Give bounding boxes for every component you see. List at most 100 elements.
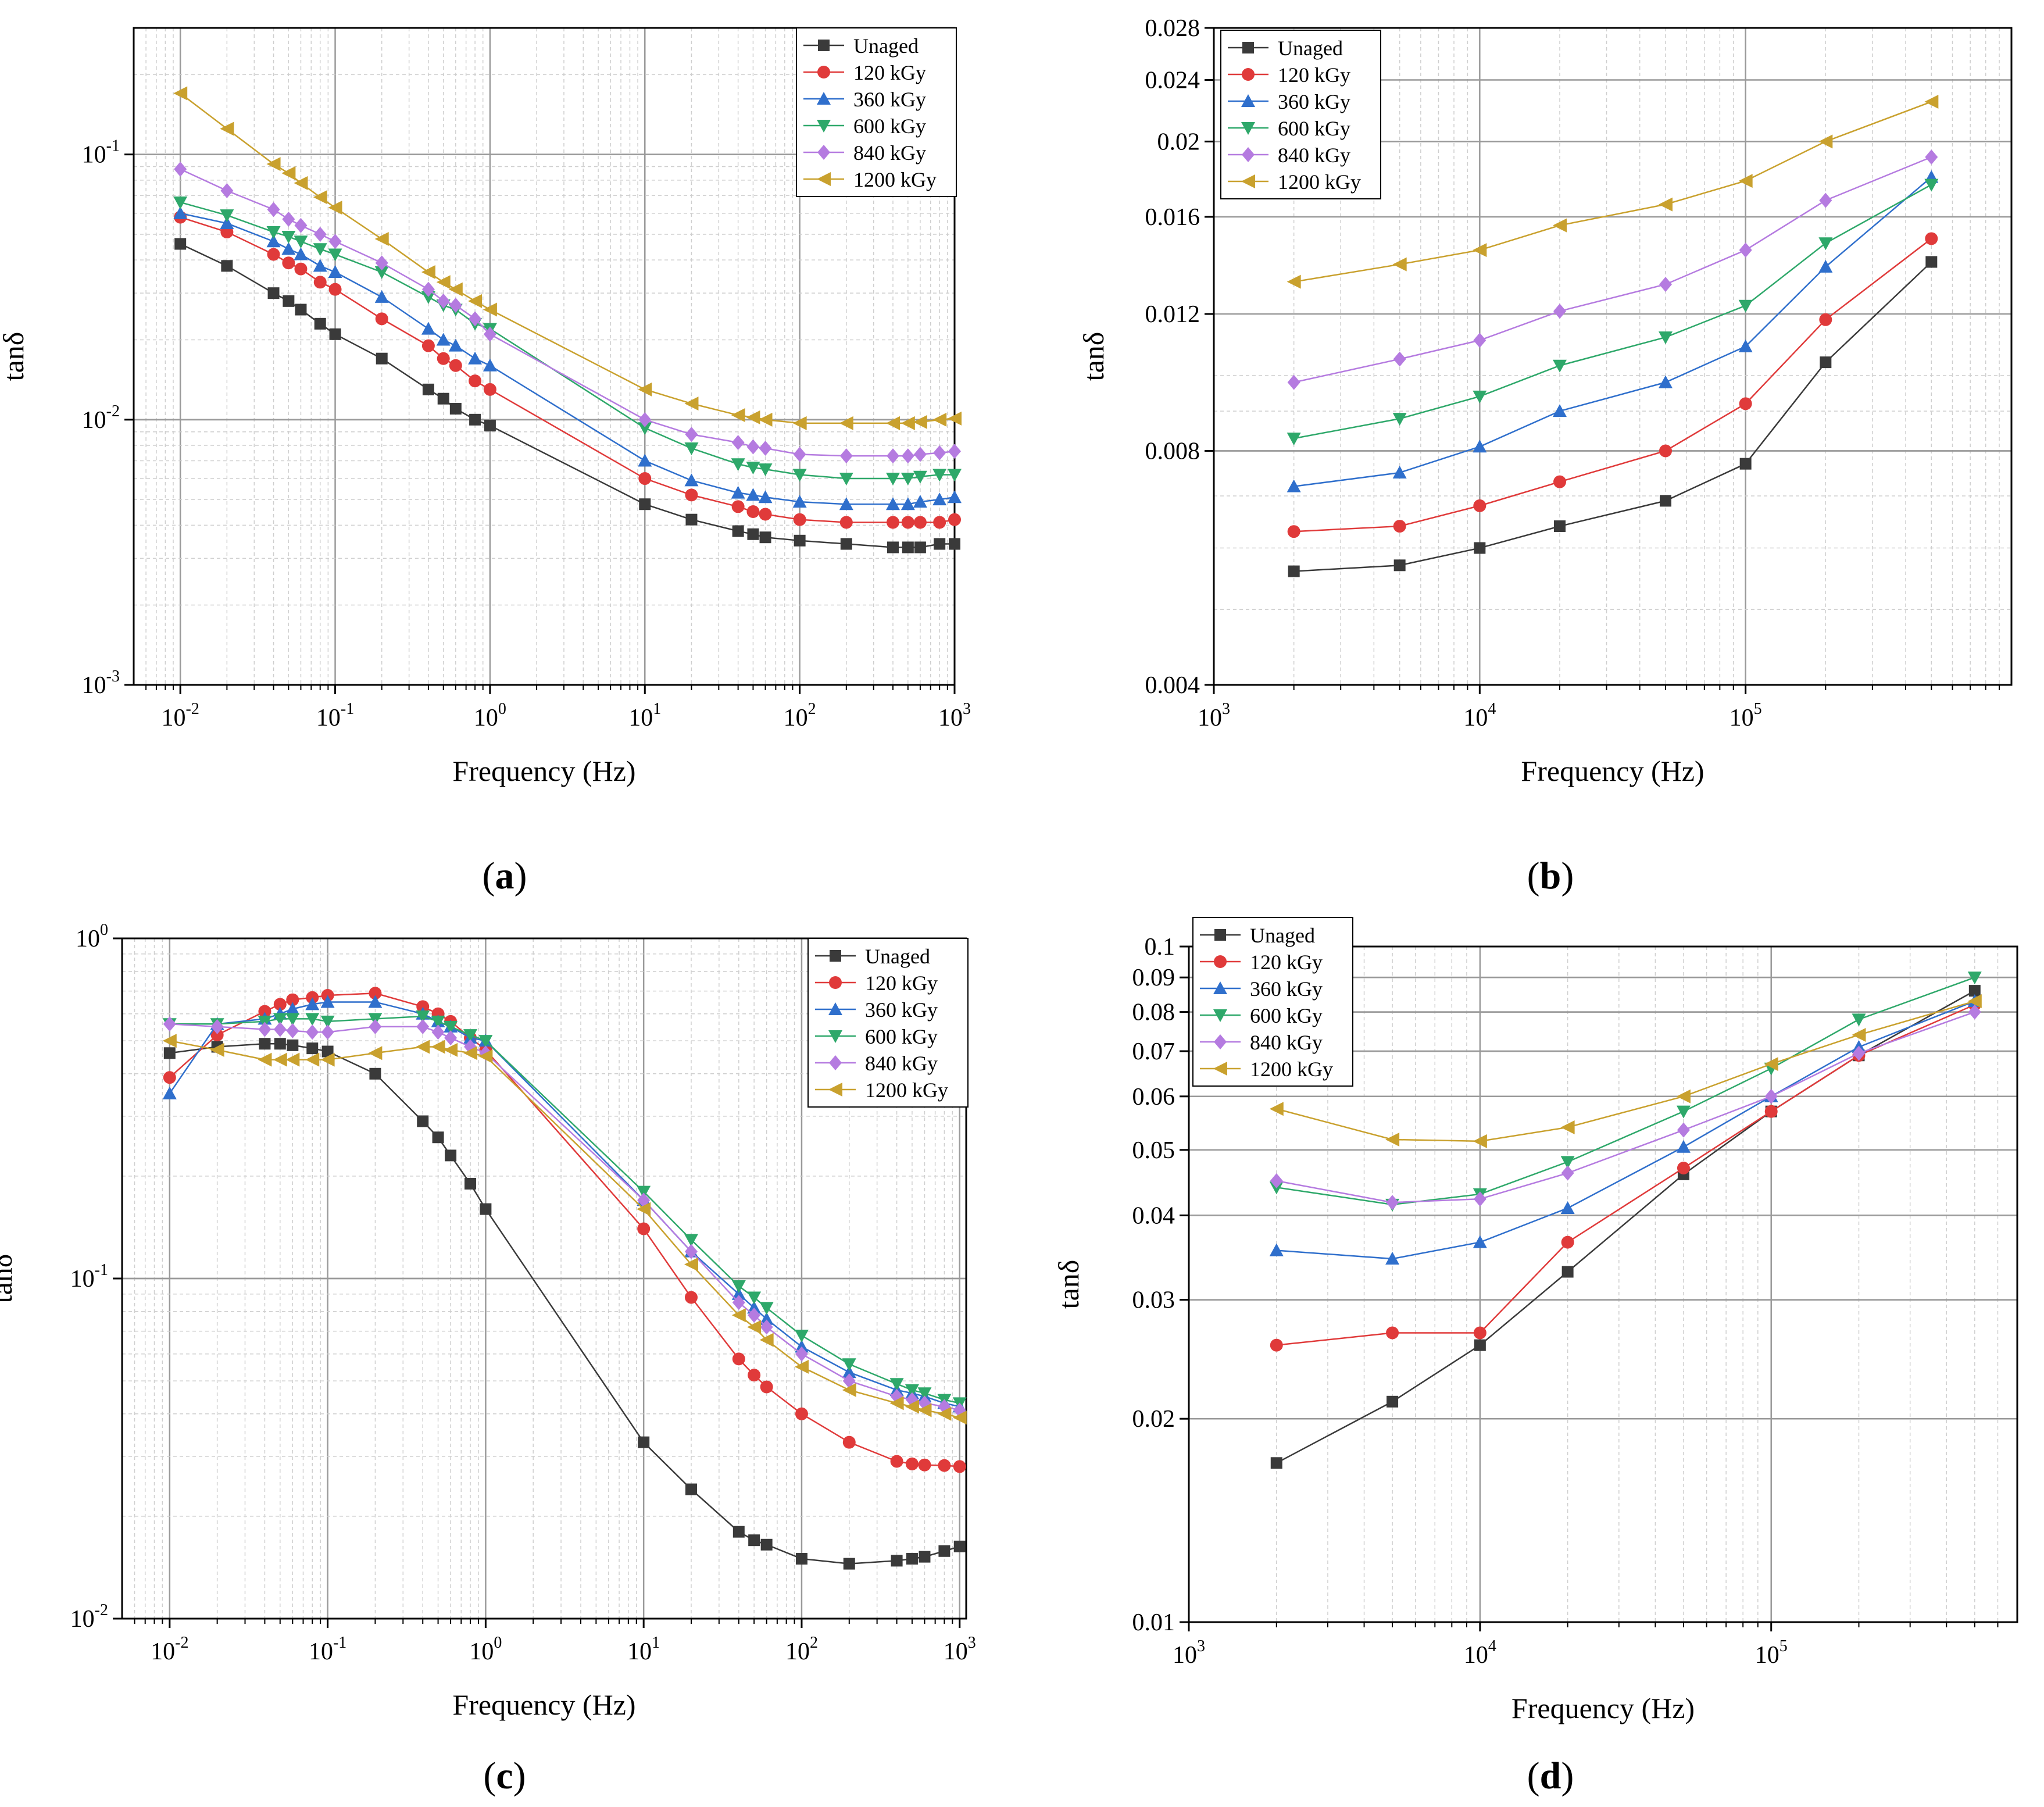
- legend-marker: [1214, 1034, 1227, 1049]
- data-point: [794, 1329, 809, 1342]
- legend-item: Unaged: [803, 34, 919, 58]
- series-1200-kgy: [162, 1034, 967, 1425]
- legend-item: 120 kGy: [803, 61, 926, 84]
- data-point: [273, 1052, 287, 1067]
- panel-d: 103 104 1050.010.020.030.040.050.060.070.0…: [1052, 917, 2018, 1724]
- data-point: [638, 412, 652, 427]
- data-point: [480, 1203, 492, 1215]
- data-point: [748, 1369, 761, 1382]
- data-point: [732, 1526, 745, 1538]
- data-point: [746, 505, 760, 519]
- y-tick-label: 0.004: [1145, 672, 1200, 699]
- series-840-kgy: [163, 1016, 966, 1418]
- data-point: [220, 122, 234, 136]
- x-tick-label: 100: [474, 700, 506, 731]
- data-point: [162, 1034, 177, 1048]
- data-point: [684, 1234, 698, 1247]
- data-point: [1738, 339, 1753, 352]
- panel-label-c: (c): [483, 1755, 526, 1797]
- legend-item: 360 kGy: [1200, 977, 1323, 1001]
- data-point: [273, 1022, 287, 1037]
- data-point: [329, 328, 341, 340]
- data-point: [887, 516, 900, 529]
- data-point: [886, 473, 900, 486]
- data-point: [1554, 520, 1566, 533]
- data-point: [463, 1029, 478, 1042]
- data-point: [1561, 1165, 1574, 1181]
- data-point: [281, 242, 296, 255]
- data-point: [759, 1302, 774, 1315]
- data-point: [484, 419, 496, 431]
- data-point: [731, 458, 745, 472]
- legend-item: 600 kGy: [803, 115, 926, 138]
- legend-box: [1192, 917, 1353, 1087]
- y-tick-label: 0.04: [1132, 1202, 1175, 1229]
- data-point: [431, 1040, 445, 1054]
- data-point: [1739, 397, 1752, 410]
- data-point: [469, 413, 481, 426]
- x-tick-labels: 103 104 105: [1173, 1622, 1999, 1669]
- data-point: [469, 311, 482, 327]
- legend-marker: [828, 1002, 842, 1015]
- data-point: [731, 1308, 746, 1323]
- legend-item: 840 kGy: [1228, 144, 1350, 167]
- data-point: [948, 411, 962, 426]
- data-point: [483, 383, 496, 396]
- x-axis-label: Frequency (Hz): [1521, 755, 1704, 787]
- data-point: [953, 1460, 966, 1473]
- x-tick-labels: 10-2 10-1 100 101 102 103: [134, 1619, 976, 1665]
- series-line: [1276, 976, 1975, 1206]
- data-point: [421, 265, 435, 280]
- data-point: [267, 287, 280, 299]
- data-point: [285, 1052, 300, 1067]
- series-1200-kgy: [1287, 94, 1939, 289]
- data-point: [369, 987, 382, 1000]
- series-360-kgy: [1287, 170, 1939, 492]
- data-point: [449, 359, 462, 372]
- data-point: [1287, 274, 1301, 289]
- data-point: [321, 1045, 334, 1058]
- x-tick-label: 102: [784, 700, 816, 731]
- data-point: [320, 995, 335, 1008]
- data-point: [731, 1280, 746, 1294]
- data-point: [938, 1459, 951, 1472]
- data-point: [731, 500, 745, 513]
- series-1200-kgy: [1269, 994, 1982, 1148]
- data-point: [1385, 1252, 1400, 1265]
- legend-item: 360 kGy: [815, 998, 938, 1022]
- data-point: [839, 473, 853, 486]
- legend-label: Unaged: [865, 945, 930, 968]
- data-point: [889, 1378, 904, 1391]
- data-point: [294, 176, 308, 190]
- series-line: [1293, 261, 1932, 572]
- legend-marker: [828, 1030, 842, 1043]
- data-point: [934, 538, 946, 550]
- y-tick-label: 0.08: [1132, 999, 1175, 1026]
- data-point: [1739, 242, 1752, 258]
- series-line: [1293, 101, 1932, 283]
- legend-marker: [829, 976, 842, 989]
- legend-item: 360 kGy: [1228, 90, 1350, 113]
- data-point: [949, 538, 960, 550]
- data-point: [1270, 1173, 1283, 1188]
- y-axis-label: tanδ: [0, 1254, 18, 1304]
- legend-marker: [828, 1083, 842, 1097]
- data-point: [220, 183, 234, 198]
- series-line: [1276, 1000, 1975, 1260]
- data-point: [421, 281, 435, 297]
- data-point: [281, 166, 296, 180]
- legend-label: 360 kGy: [865, 998, 938, 1022]
- data-point: [294, 247, 308, 260]
- data-point: [1473, 333, 1486, 348]
- data-point: [913, 447, 927, 462]
- data-point: [638, 472, 652, 485]
- x-tick-label: 10-2: [162, 700, 199, 731]
- data-point: [1560, 1156, 1575, 1169]
- data-point: [758, 490, 773, 503]
- data-point: [464, 1177, 477, 1190]
- x-tick-label: 100: [469, 1634, 502, 1665]
- data-point: [448, 282, 463, 297]
- data-point: [1287, 525, 1300, 538]
- data-point: [374, 266, 389, 280]
- data-point: [163, 1071, 176, 1084]
